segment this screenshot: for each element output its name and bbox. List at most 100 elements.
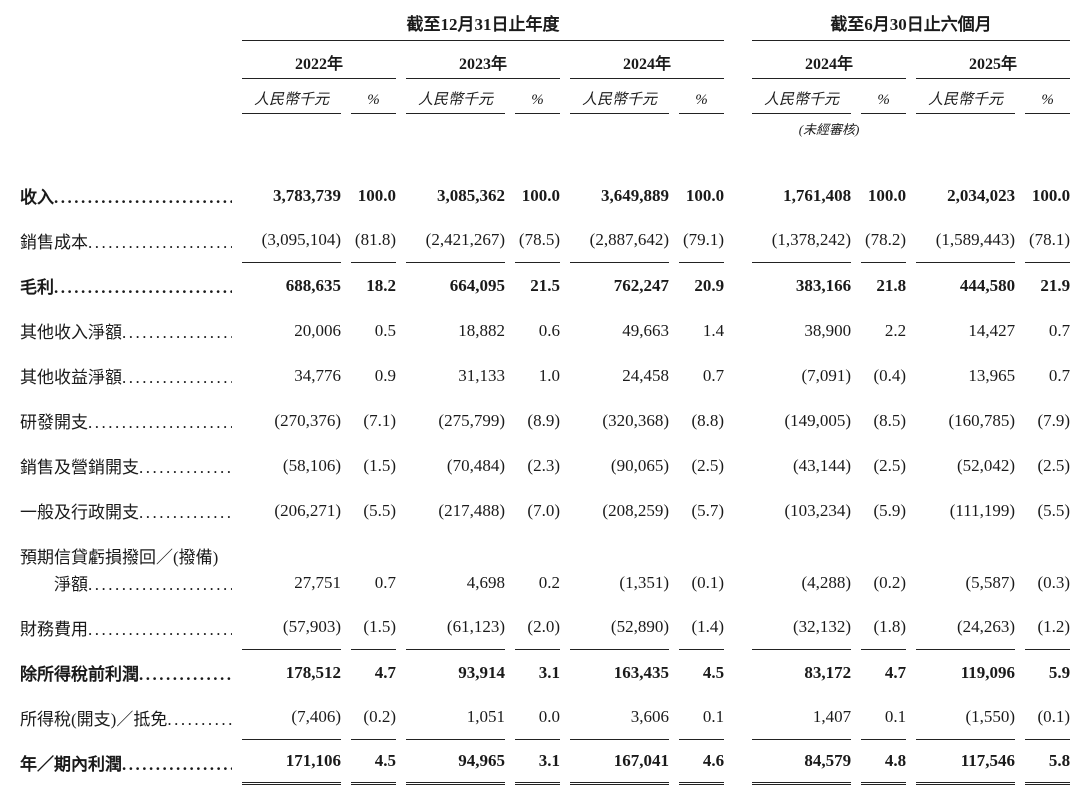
percent-cell: (0.3) [1037,572,1071,592]
percent-cell: 0.7 [1048,320,1071,340]
row-label: 銷售成本....................................… [20,218,232,263]
table-row: 研發開支....................................… [20,398,1070,443]
row-label-text: 預期信貸虧損撥回／(撥備) [20,548,219,567]
row-label: 毛利......................................… [20,263,232,308]
table-row: 毛利......................................… [20,263,1070,308]
header-body-gap [20,139,1070,173]
column-gap [734,263,742,308]
row-label: 其他收益淨額..................................… [20,353,232,398]
table-header: 截至12月31日止年度 截至6月30日止六個月 2022年 2023年 2024… [20,10,1071,173]
dot-leader: ........................................… [88,620,232,639]
row-label: 預期信貸虧損撥回／(撥備) [20,533,232,568]
row-label-text: 收入 [20,188,54,207]
percent-cell: 0.0 [515,695,560,740]
value-cell: (70,484) [446,455,505,475]
value-cell: (5,587) [965,572,1016,592]
value-cell: 1,761,408 [783,185,852,205]
dot-leader: ........................................… [139,458,232,477]
value-cell: (61,123) [406,605,505,650]
value-cell: (103,234) [784,500,852,520]
percent-cell: (0.2) [873,572,907,592]
dot-leader: ........................................… [167,710,232,729]
table-row: 其他收入淨額..................................… [20,308,1070,353]
row-label-text: 一般及行政開支 [20,503,139,522]
dot-leader: ........................................… [88,575,232,594]
value-cell: 24,458 [622,365,669,385]
column-gap [734,353,742,398]
table-row: 銷售及營銷開支.................................… [20,443,1070,488]
value-cell: 31,133 [458,365,505,385]
percent-cell: 4.5 [351,740,396,785]
percent-header: % [351,79,396,114]
percent-cell: (78.1) [1025,218,1071,263]
value-cell: 167,041 [570,740,669,785]
income-statement-table: 截至12月31日止年度 截至6月30日止六個月 2022年 2023年 2024… [10,10,1080,785]
row-label: 財務費用....................................… [20,605,232,650]
currency-header: 人民幣千元 [916,79,1016,114]
value-cell: 3,783,739 [273,185,341,205]
year-header-2023: 2023年 [406,41,560,79]
row-label-text: 財務費用 [20,620,88,639]
value-cell: 83,172 [804,662,852,682]
row-label-text: 其他收入淨額 [20,323,122,342]
percent-cell: 0.7 [702,365,725,385]
percent-cell: (2.5) [1037,455,1071,475]
percent-cell: (0.1) [691,572,725,592]
row-label-text: 淨額 [54,575,88,594]
row-label: 研發開支....................................… [20,398,232,443]
percent-cell: 3.1 [515,740,560,785]
year-header-interim-2024: 2024年 [752,41,907,79]
percent-cell: 0.1 [679,695,725,740]
corner-blank [20,10,232,41]
row-label: 銷售及營銷開支.................................… [20,443,232,488]
value-cell: (1,378,242) [752,218,852,263]
table-row: 所得稅(開支)／抵免..............................… [20,695,1071,740]
value-cell: (1,351) [619,572,669,592]
value-cell: (206,271) [274,500,341,520]
percent-cell: (81.8) [351,218,396,263]
percent-header: % [861,79,907,114]
dot-leader: ........................................… [88,233,232,252]
percent-cell: (7.1) [363,410,396,430]
dot-leader: ........................................… [139,503,232,522]
value-cell: (58,106) [282,455,341,475]
percent-cell: 3.1 [538,662,560,682]
dot-leader: ........................................… [88,413,232,432]
period-group-annual: 截至12月31日止年度 [242,10,725,41]
row-label: 其他收入淨額..................................… [20,308,232,353]
value-cell: 2,034,023 [947,185,1016,205]
percent-cell: (1.8) [861,605,907,650]
percent-cell: 4.5 [702,662,725,682]
value-cell: 171,106 [242,740,341,785]
period-group-interim: 截至6月30日止六個月 [752,10,1071,41]
value-cell: 94,965 [406,740,505,785]
percent-header: % [515,79,560,114]
percent-cell: (7.9) [1037,410,1071,430]
percent-cell: 5.9 [1048,662,1071,682]
value-cell: 163,435 [613,662,669,682]
percent-cell: 0.6 [538,320,560,340]
value-cell: 34,776 [294,365,341,385]
value-cell: (270,376) [274,410,341,430]
currency-header: 人民幣千元 [752,79,852,114]
currency-header: 人民幣千元 [242,79,341,114]
percent-cell: (2.5) [691,455,725,475]
currency-header: 人民幣千元 [406,79,505,114]
percent-cell [861,533,906,568]
value-cell: (4,288) [801,572,852,592]
value-cell: (7,091) [801,365,852,385]
value-cell: (1,589,443) [916,218,1016,263]
value-cell: 38,900 [804,320,852,340]
percent-cell: (0.2) [351,695,396,740]
row-label: 除所得稅前利潤.................................… [20,650,232,695]
percent-header: % [679,79,725,114]
percent-cell: (78.5) [515,218,560,263]
row-label: 所得稅(開支)／抵免..............................… [20,695,232,740]
percent-cell: (2.3) [527,455,560,475]
value-cell: (57,903) [242,605,341,650]
percent-cell: (0.1) [1025,695,1071,740]
value-cell [242,533,341,568]
dot-leader: ........................................… [54,278,232,297]
table-row: 除所得稅前利潤.................................… [20,650,1070,695]
value-cell: 3,085,362 [437,185,505,205]
